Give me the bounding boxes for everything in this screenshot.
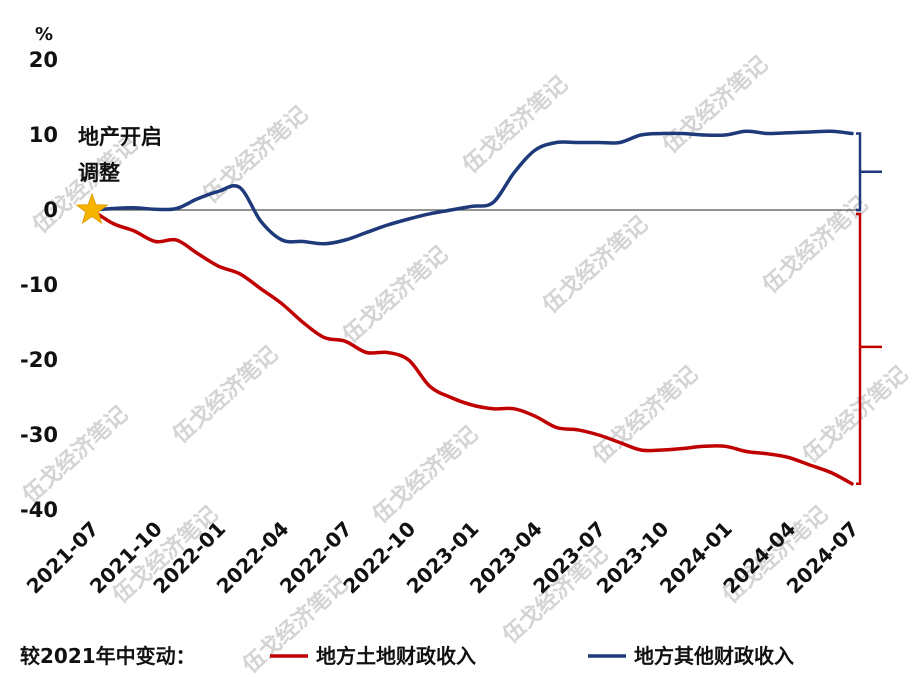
legend-label-land-revenue: 地方土地财政收入	[316, 644, 476, 668]
y-tick-label: 0	[43, 198, 58, 222]
series-line-other-revenue	[90, 129, 854, 246]
legend-prefix: 较2021年中变动：	[20, 644, 196, 668]
watermark-2: 伍戈经济笔记	[457, 71, 573, 179]
land-revenue-change-bracket	[856, 212, 882, 485]
y-axis-ticks: 20 10 0 -10 -20 -30 -40	[20, 48, 58, 522]
y-tick-label: 20	[29, 48, 58, 72]
watermark-4: 伍戈经济笔记	[17, 401, 133, 509]
y-tick-label: -30	[20, 423, 58, 447]
y-tick-label: -10	[20, 273, 58, 297]
legend-label-other-revenue: 地方其他财政收入	[634, 644, 794, 668]
watermark-8: 伍戈经济笔记	[757, 191, 873, 299]
star-marker	[75, 192, 109, 225]
y-tick-label: -20	[20, 348, 58, 372]
other-revenue-change-bracket	[856, 132, 882, 212]
watermark-10: 伍戈经济笔记	[367, 421, 483, 529]
annotation-line-2: 调整	[78, 161, 120, 185]
watermark-12: 伍戈经济笔记	[797, 361, 913, 469]
y-tick-label: -40	[20, 498, 58, 522]
watermark-11: 伍戈经济笔记	[587, 361, 703, 469]
y-axis-unit: %	[35, 24, 53, 45]
series-line-land-revenue	[90, 208, 854, 486]
watermark-3: 伍戈经济笔记	[657, 51, 773, 159]
watermark-6: 伍戈经济笔记	[337, 241, 453, 349]
watermark-5: 伍戈经济笔记	[167, 341, 283, 449]
y-tick-label: 10	[29, 123, 58, 147]
watermark-7: 伍戈经济笔记	[537, 211, 653, 319]
annotation-line-1: 地产开启	[78, 125, 162, 149]
